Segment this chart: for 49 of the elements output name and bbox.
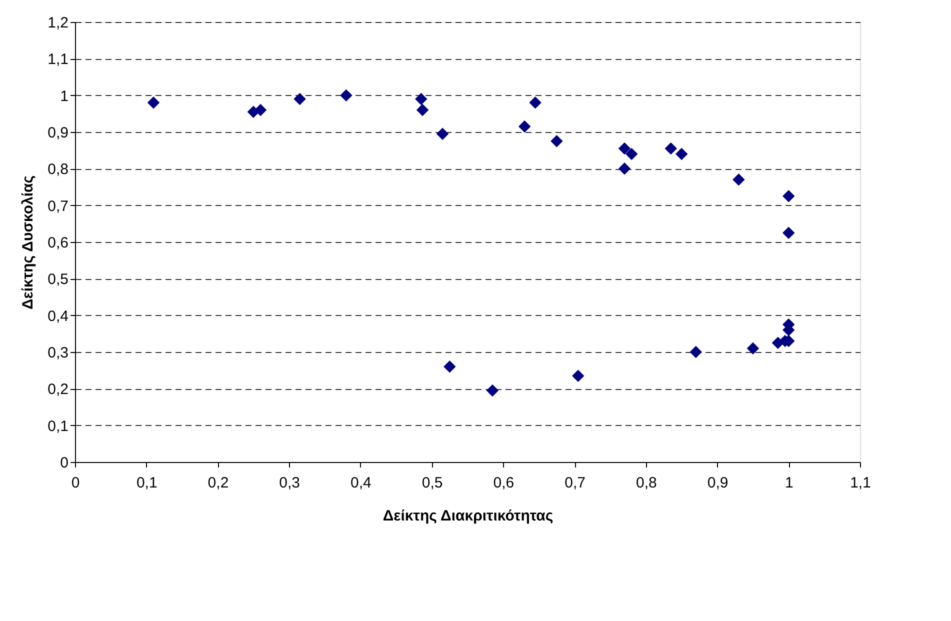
y-tick-label: 1	[60, 88, 68, 105]
point	[618, 142, 631, 155]
point	[782, 190, 795, 202]
point	[294, 92, 306, 106]
point	[444, 360, 456, 373]
point	[340, 89, 352, 102]
y-tick-label: 1,2	[48, 14, 68, 32]
x-tick-label: 0,8	[636, 474, 657, 492]
x-tick-label: 1,1	[850, 474, 871, 492]
x-axis-title: Δείκτης Διακριτικότητας	[382, 508, 554, 524]
y-tick-label: 0,3	[48, 344, 68, 362]
x-tick-label: 0,2	[208, 474, 229, 492]
y-tick-label: 0,1	[48, 418, 68, 435]
y-tick-label: 0	[60, 454, 68, 472]
x-tick-label: 0,5	[422, 474, 443, 492]
x-tick-label: 1	[784, 474, 794, 492]
point	[690, 346, 702, 358]
y-tick-label: 0,5	[48, 271, 68, 288]
y-tick-label: 0,6	[48, 234, 68, 252]
x-tick-label: 0,7	[564, 474, 586, 492]
point	[618, 162, 631, 175]
y-axis-title: Δείκτης Δυσκολίας	[20, 175, 37, 310]
point	[436, 128, 449, 140]
y-tick-label: 1,1	[48, 51, 68, 68]
point	[486, 384, 499, 397]
point	[782, 226, 795, 239]
point	[416, 104, 429, 116]
point	[572, 370, 584, 382]
x-tick-label: 0,4	[350, 474, 372, 492]
x-tick-label: 0,6	[493, 474, 514, 492]
point	[626, 148, 638, 160]
point	[664, 142, 678, 155]
x-tick-label: 0	[71, 474, 80, 492]
point	[732, 174, 745, 186]
point	[746, 342, 760, 354]
y-tick-label: 0,4	[48, 308, 68, 325]
y-tick-label: 0,8	[48, 161, 68, 178]
point	[518, 120, 531, 133]
y-tick-label: 0,9	[48, 124, 68, 142]
point	[414, 92, 428, 106]
y-tick-label: 0,2	[48, 381, 68, 398]
point	[147, 96, 160, 109]
point	[550, 135, 563, 148]
x-tick-label: 0,1	[136, 474, 158, 492]
point	[675, 148, 688, 160]
point	[529, 96, 542, 109]
y-tick-label: 0,7	[48, 198, 68, 215]
x-tick-label: 0,9	[707, 474, 728, 492]
x-tick-label: 0,3	[279, 474, 300, 492]
